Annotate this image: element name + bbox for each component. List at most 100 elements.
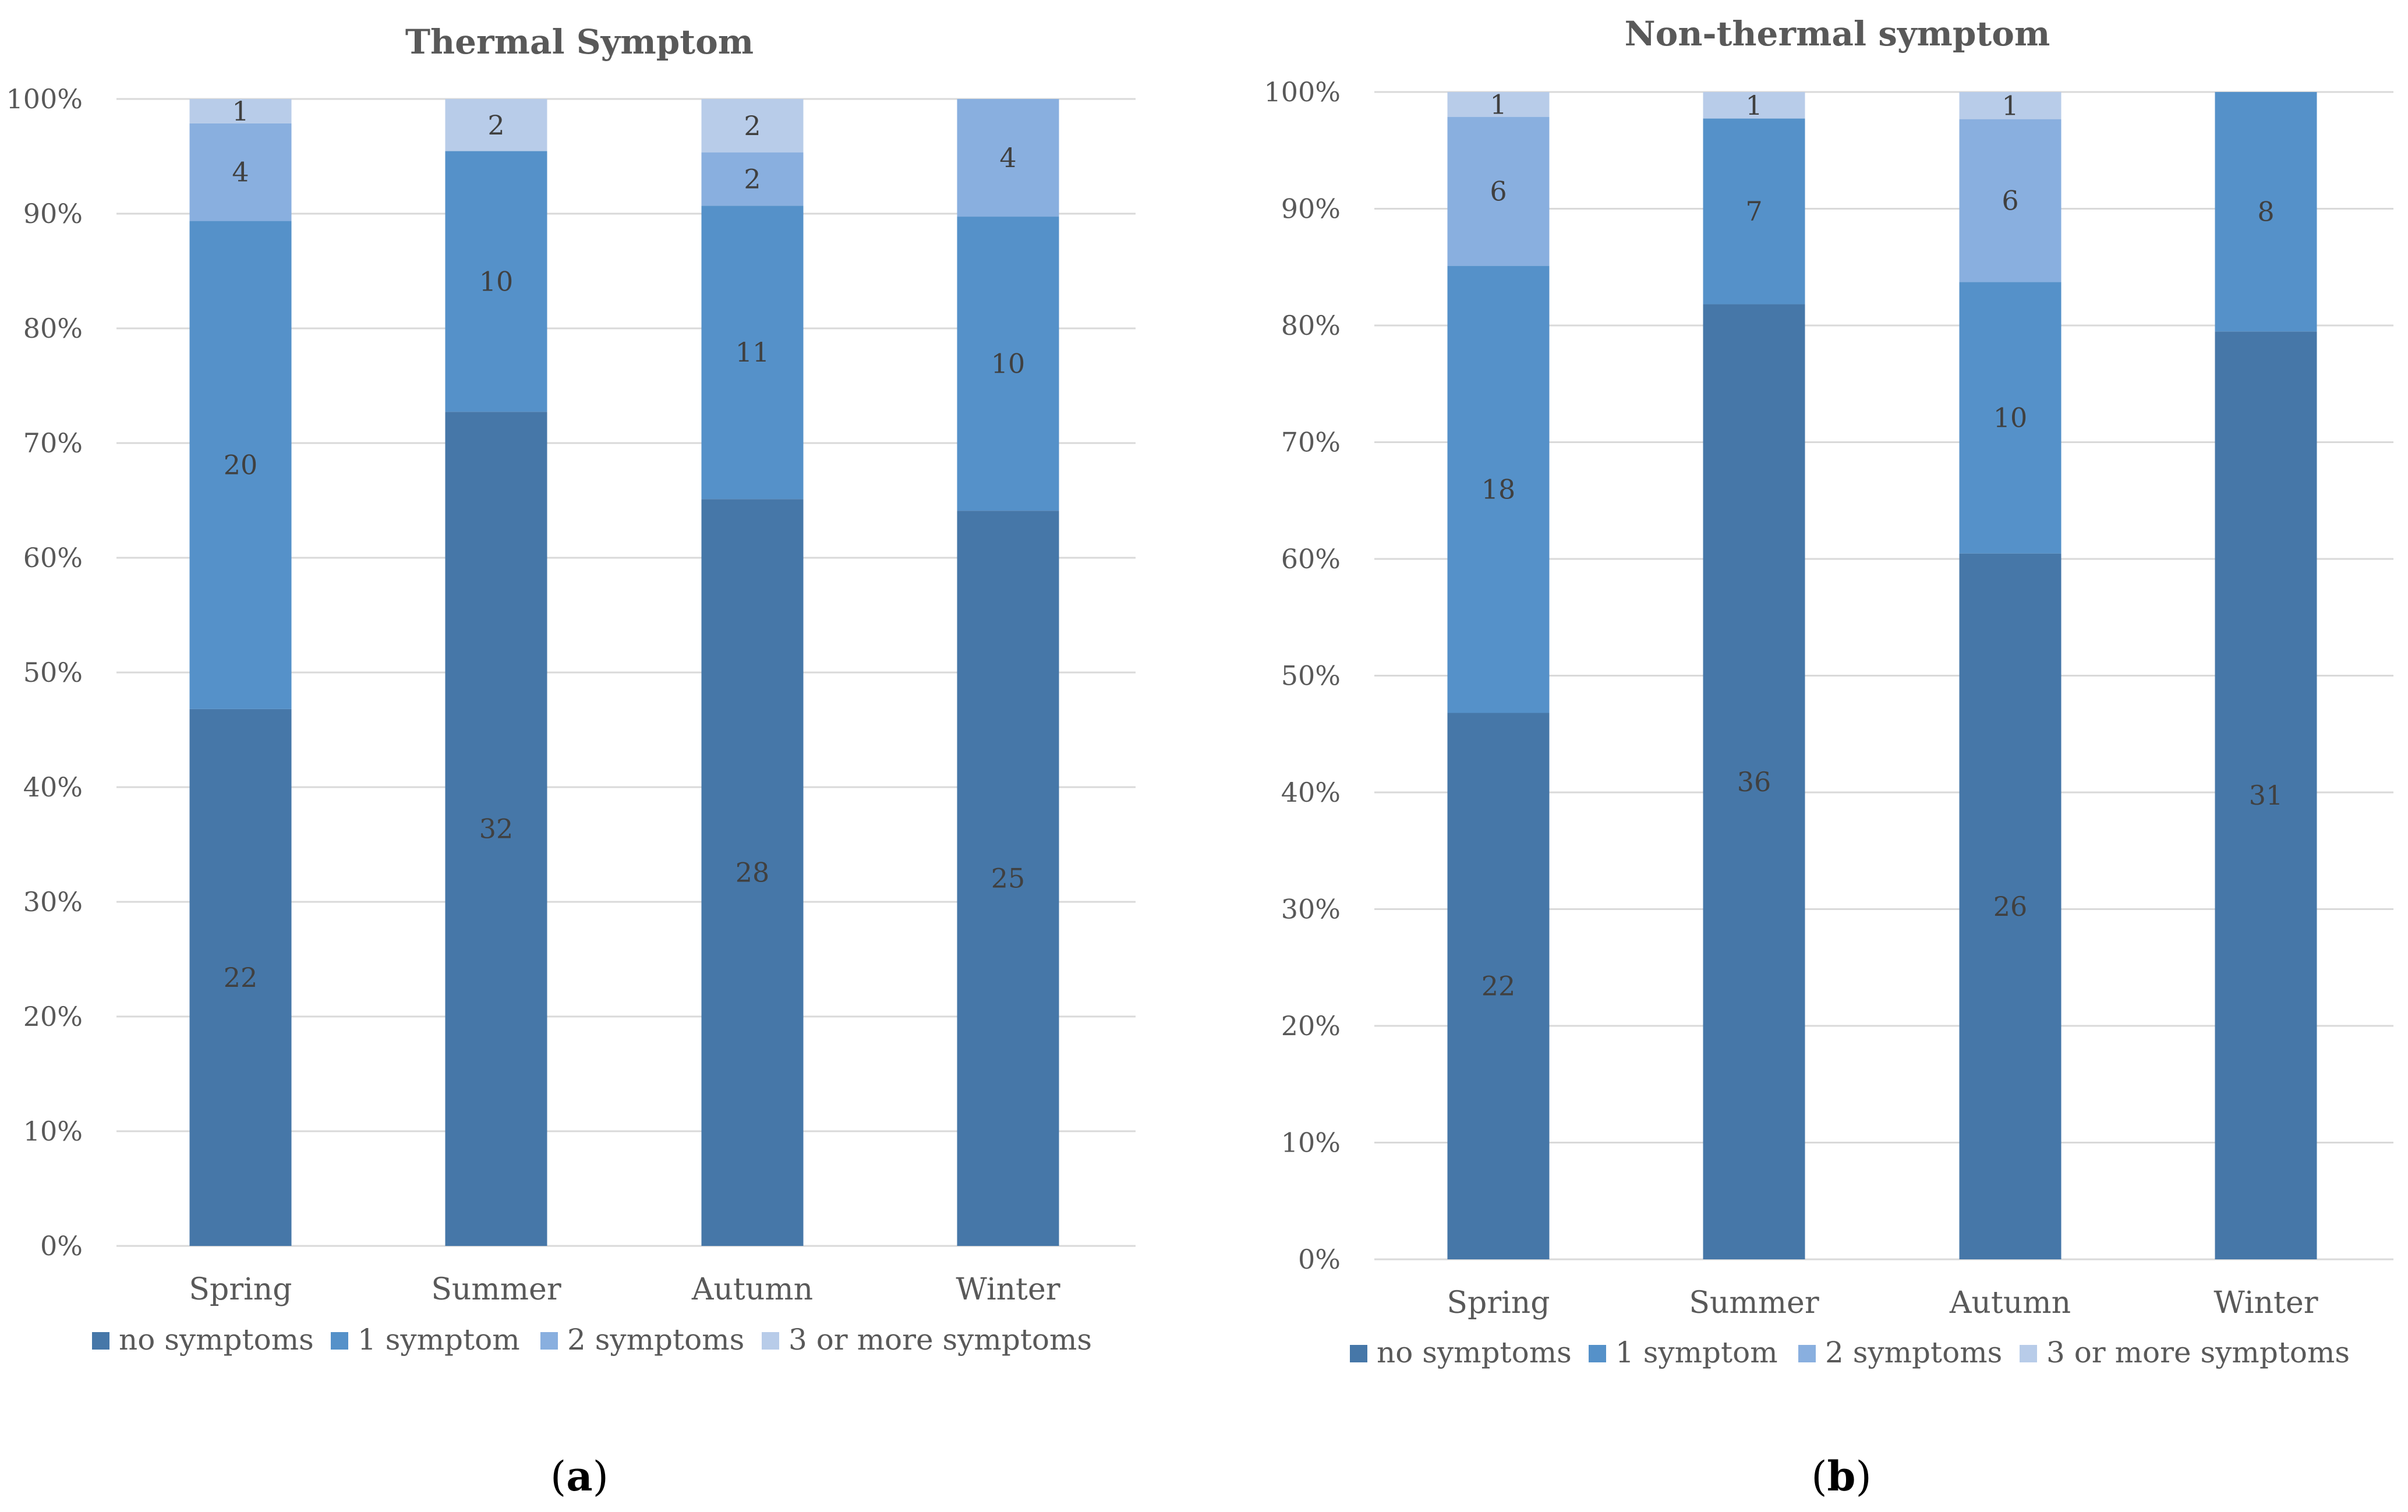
data-label: 20 xyxy=(224,449,258,481)
y-tick-label: 70% xyxy=(23,427,83,459)
data-label: 18 xyxy=(1481,474,1516,505)
figure-caption: (a) xyxy=(550,1452,609,1500)
category-label: Winter xyxy=(956,1272,1060,1307)
bar-segment xyxy=(1959,92,2062,119)
y-tick-label: 30% xyxy=(23,886,83,918)
data-label: 31 xyxy=(2249,780,2283,811)
bar-segment xyxy=(701,152,804,206)
chart-thermal-symptom: Thermal Symptom 0% 10% 20% 30% 40% 50% 60% 70% 80… xyxy=(6,22,1136,1500)
y-tick-label: 70% xyxy=(1281,427,1341,458)
y-tick-label: 80% xyxy=(1281,310,1341,341)
data-label: 25 xyxy=(991,863,1026,894)
data-label: 1 xyxy=(232,95,249,127)
y-tick-label: 0% xyxy=(1298,1244,1341,1275)
y-tick-label: 10% xyxy=(23,1116,83,1147)
data-label: 2 xyxy=(744,163,761,194)
data-label: 8 xyxy=(2257,196,2274,228)
chart-non-thermal-symptom: Non-thermal symptom 0% 10% 20% 30% 40% 50% 60% 7… xyxy=(1264,14,2393,1500)
y-tick-label: 50% xyxy=(1281,660,1341,692)
chart-title: Non-thermal symptom xyxy=(1625,14,2050,54)
data-label: 6 xyxy=(2002,185,2018,217)
data-label: 10 xyxy=(479,265,514,297)
y-tick-label: 90% xyxy=(1281,193,1341,225)
y-tick-label: 90% xyxy=(23,198,83,229)
category-label: Autumn xyxy=(691,1272,813,1307)
bar-segment xyxy=(2215,92,2317,332)
bar-segment xyxy=(1959,119,2062,282)
bar-segment xyxy=(957,511,1059,1247)
bar-segment xyxy=(189,99,292,123)
category-label: Autumn xyxy=(1949,1286,2071,1320)
y-tick-label: 40% xyxy=(23,771,83,803)
bar-segment xyxy=(189,221,292,709)
data-label: 36 xyxy=(1737,766,1771,798)
data-label: 1 xyxy=(1490,88,1507,120)
bar-segment xyxy=(701,99,804,153)
bar-segment xyxy=(1703,118,1805,304)
bar-segment xyxy=(1447,116,1550,266)
bar-segment xyxy=(445,151,547,412)
bar-segment xyxy=(189,709,292,1246)
legend-label: no symptoms xyxy=(119,1323,314,1357)
bar-segment xyxy=(1447,713,1550,1259)
y-tick-label: 80% xyxy=(23,313,83,344)
data-label: 22 xyxy=(224,962,258,993)
category-label: Summer xyxy=(431,1272,561,1307)
legend-label: 2 symptoms xyxy=(1825,1336,2002,1369)
legend-label: 2 symptoms xyxy=(567,1323,744,1357)
data-label: 11 xyxy=(736,337,770,368)
data-label: 1 xyxy=(2002,90,2018,121)
bar-segment xyxy=(957,99,1059,217)
data-label: 10 xyxy=(991,348,1026,380)
data-label: 4 xyxy=(999,142,1016,173)
legend-swatch xyxy=(92,1332,109,1350)
data-label: 32 xyxy=(479,813,514,845)
data-label: 4 xyxy=(232,157,249,188)
bar-segment xyxy=(1703,304,1805,1260)
bar-segment xyxy=(957,217,1059,511)
bar-segment xyxy=(189,123,292,221)
data-label: 7 xyxy=(1745,196,1762,227)
y-tick-label: 60% xyxy=(1281,543,1341,575)
category-label: Winter xyxy=(2213,1286,2318,1320)
y-tick-label: 60% xyxy=(23,542,83,573)
legend-swatch xyxy=(1589,1345,1606,1362)
legend-swatch xyxy=(762,1332,779,1350)
bar-segment xyxy=(701,206,804,500)
bar-segment xyxy=(1447,265,1550,713)
chart-title: Thermal Symptom xyxy=(405,22,754,62)
bar-segment xyxy=(1447,92,1550,117)
legend-label: no symptoms xyxy=(1377,1336,1572,1369)
legend-label: 3 or more symptoms xyxy=(788,1323,1092,1357)
legend-swatch xyxy=(540,1332,558,1350)
y-tick-label: 100% xyxy=(1264,76,1341,108)
legend-label: 3 or more symptoms xyxy=(2046,1336,2350,1369)
legend-label: 1 symptom xyxy=(358,1323,520,1357)
y-tick-label: 20% xyxy=(23,1001,83,1032)
y-tick-label: 40% xyxy=(1281,777,1341,808)
y-tick-label: 100% xyxy=(6,83,83,115)
data-label: 2 xyxy=(487,109,504,141)
category-label: Summer xyxy=(1689,1286,1819,1320)
data-label: 6 xyxy=(1490,176,1507,207)
bar-segment xyxy=(1703,92,1805,119)
data-label: 26 xyxy=(1993,891,2028,922)
y-tick-label: 0% xyxy=(40,1230,83,1262)
bar-segment xyxy=(701,499,804,1247)
legend-swatch xyxy=(1350,1345,1367,1362)
y-tick-label: 10% xyxy=(1281,1127,1341,1159)
bar-segment xyxy=(1959,553,2062,1259)
bar-segment xyxy=(445,412,547,1246)
bar-segment xyxy=(1959,282,2062,554)
y-tick-label: 50% xyxy=(23,657,83,688)
data-label: 10 xyxy=(1993,402,2028,434)
legend-swatch xyxy=(2020,1345,2037,1362)
bar-segment xyxy=(2215,331,2317,1260)
category-label: Spring xyxy=(189,1272,292,1307)
legend-swatch xyxy=(1798,1345,1816,1362)
data-label: 1 xyxy=(1745,90,1762,121)
data-label: 2 xyxy=(744,110,761,141)
bar-segment xyxy=(445,99,547,151)
data-label: 22 xyxy=(1481,971,1516,1002)
